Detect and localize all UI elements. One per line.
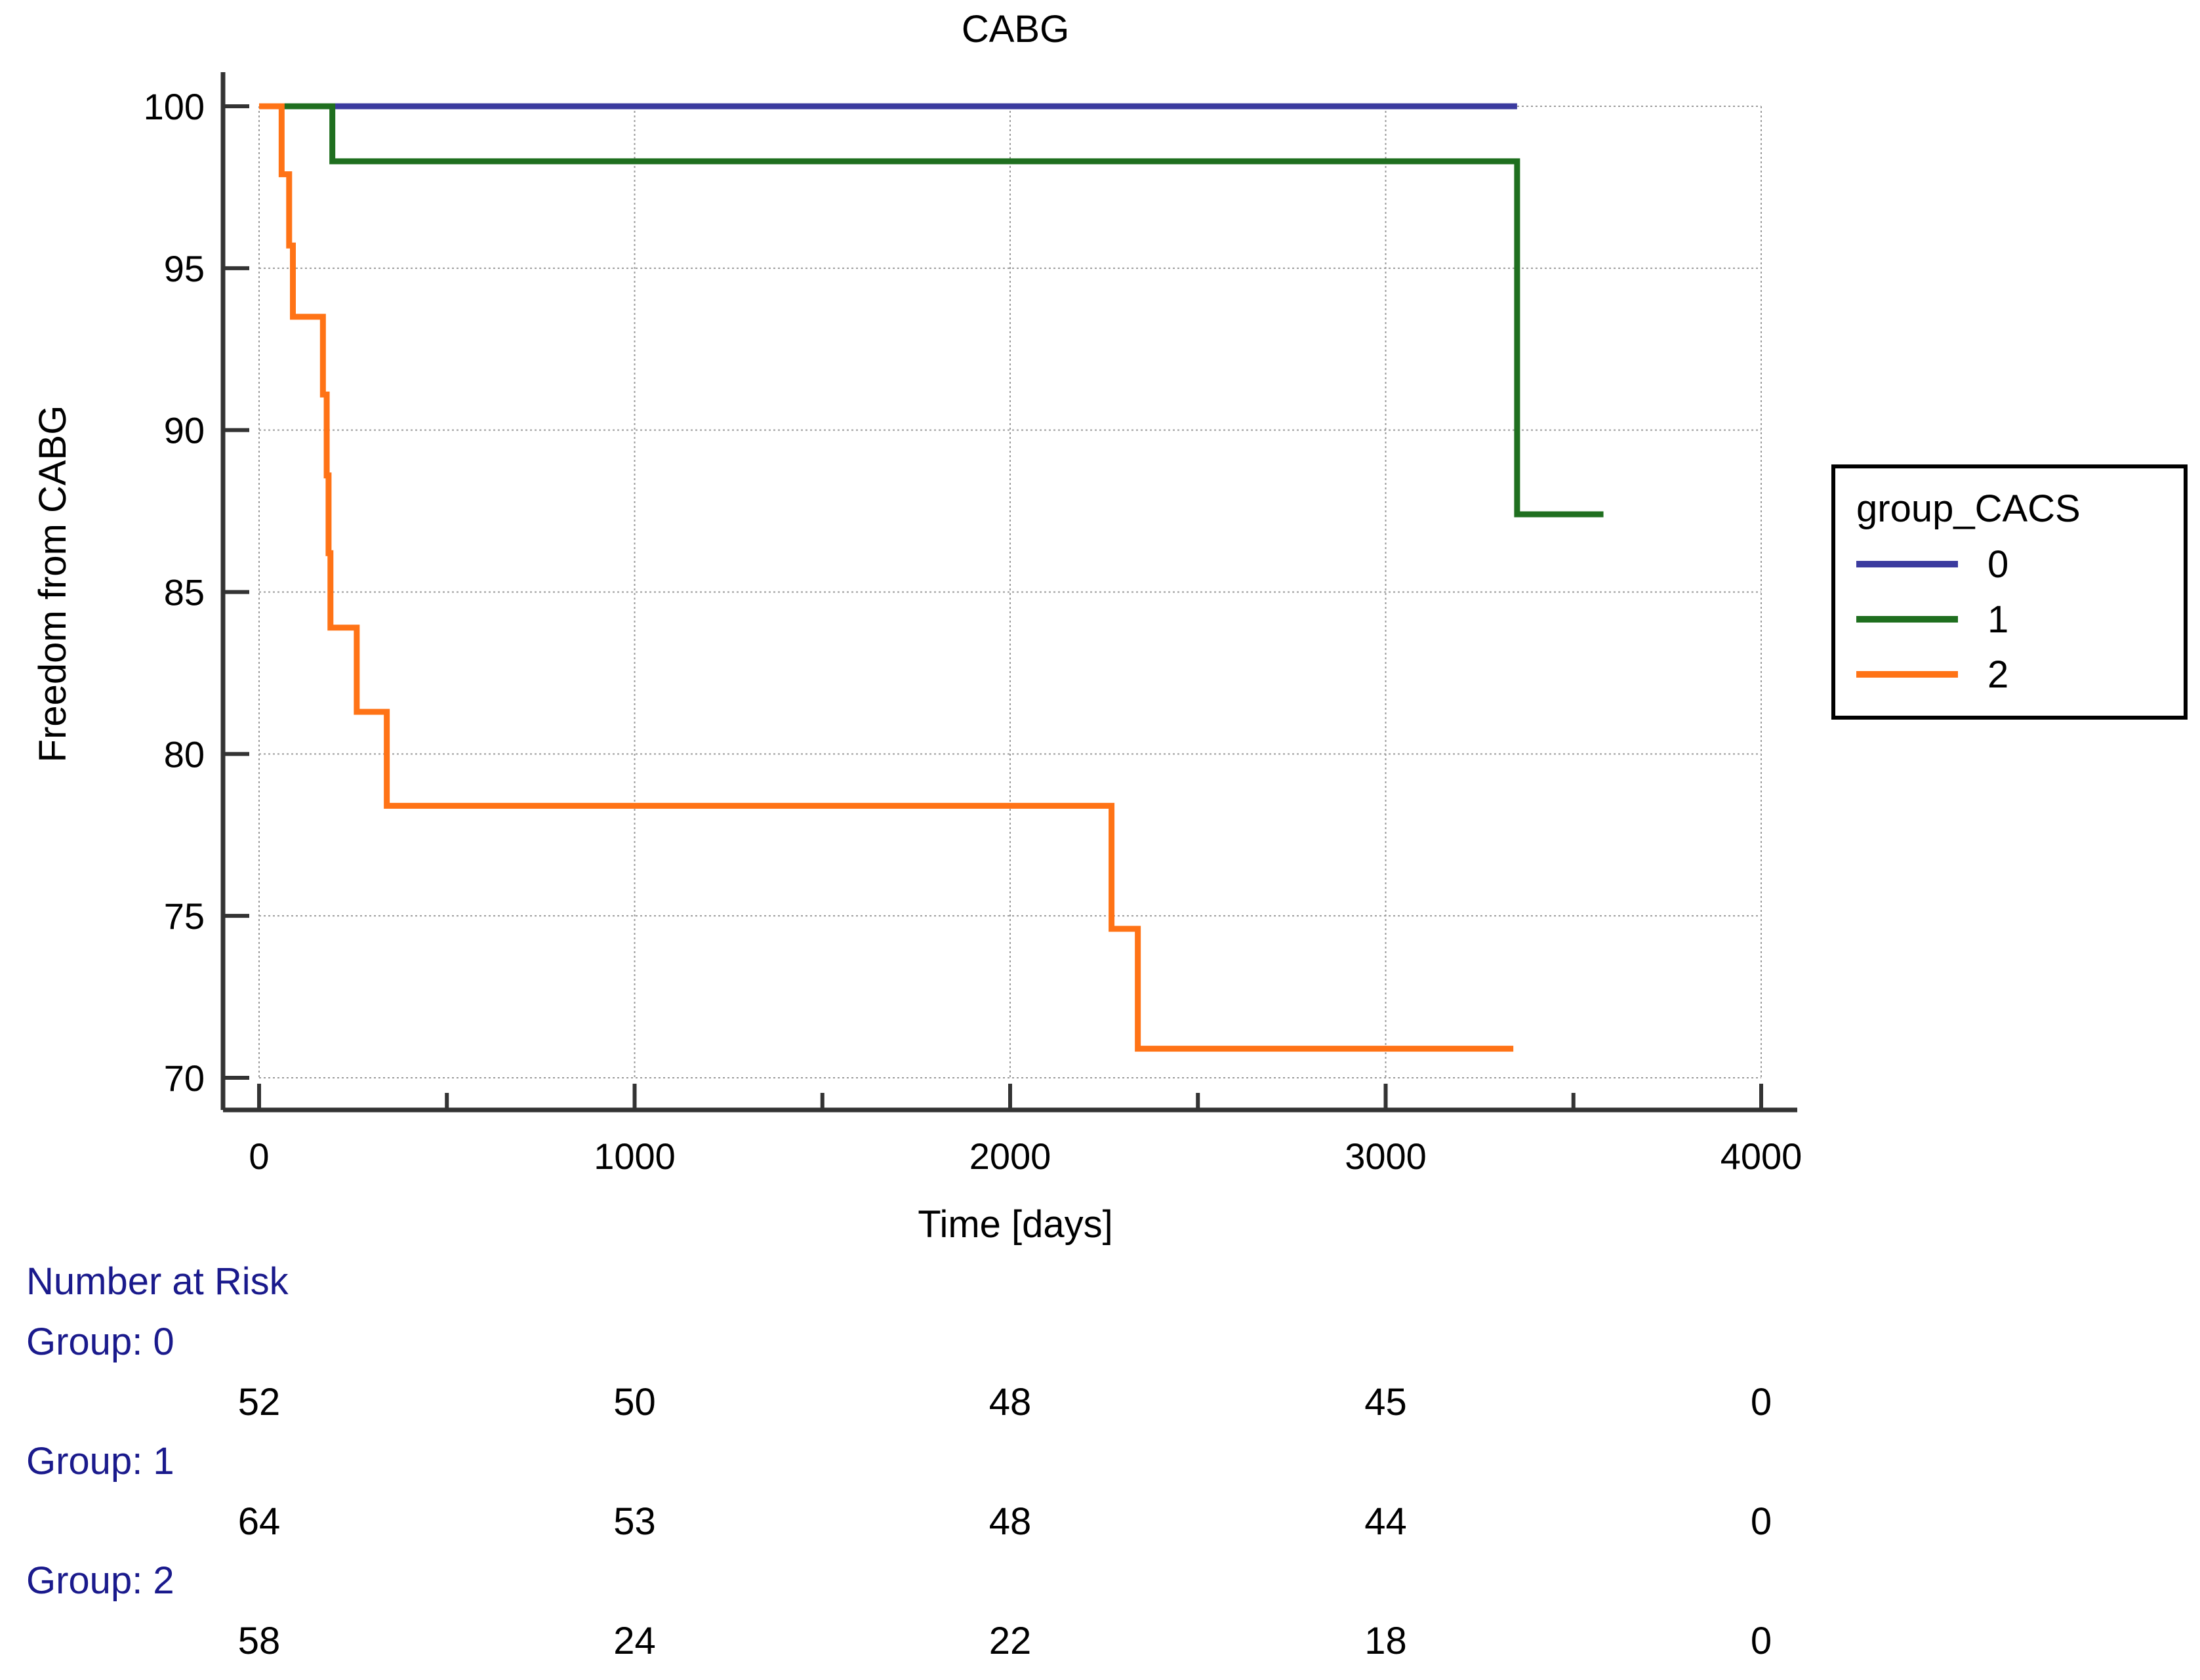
y-tick-label: 85: [164, 572, 205, 613]
y-tick-label: 75: [164, 895, 205, 937]
chart-title: CABG: [962, 8, 1069, 51]
y-axis-label: Freedom from CABG: [31, 405, 74, 763]
legend-label-0: 0: [1987, 543, 2008, 586]
x-tick-label: 3000: [1345, 1136, 1427, 1177]
y-tick-label: 90: [164, 410, 205, 451]
grid-lines: [258, 106, 1762, 1078]
axes: [220, 72, 1797, 1113]
x-axis-label: Time [days]: [918, 1203, 1113, 1246]
km-curve-group-1: [259, 103, 1604, 518]
y-axis-ticks: 70 75 80 85 90 95 100: [144, 86, 249, 1099]
legend: group_CACS 0 1 2: [1831, 464, 2188, 720]
y-tick-label: 100: [144, 86, 205, 127]
legend-label-1: 1: [1987, 598, 2008, 641]
km-curve-group-2: [259, 103, 1514, 1052]
series-group: [259, 103, 1604, 1052]
x-tick-label: 1000: [594, 1136, 676, 1177]
legend-title: group_CACS: [1856, 487, 2081, 530]
legend-label-2: 2: [1987, 653, 2008, 696]
x-axis-ticks: 0 1000 2000 3000 4000: [249, 1084, 1802, 1177]
y-tick-label: 70: [164, 1057, 205, 1099]
y-tick-label: 95: [164, 248, 205, 289]
x-tick-label: 4000: [1721, 1136, 1803, 1177]
y-tick-label: 80: [164, 733, 205, 775]
x-tick-label: 2000: [969, 1136, 1051, 1177]
x-tick-label: 0: [249, 1136, 269, 1177]
